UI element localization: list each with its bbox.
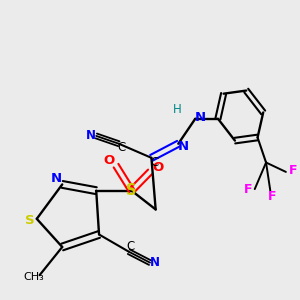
Text: O: O [103,154,115,167]
Text: CH₃: CH₃ [24,272,44,282]
Text: N: N [86,129,96,142]
Text: O: O [152,161,164,174]
Text: S: S [126,183,137,198]
Text: H: H [172,103,181,116]
Text: F: F [289,164,297,177]
Text: N: N [195,111,206,124]
Text: C: C [150,156,158,169]
Text: C: C [117,141,125,154]
Text: S: S [25,214,34,227]
Text: N: N [178,140,189,153]
Text: N: N [50,172,62,185]
Text: N: N [150,256,160,269]
Text: C: C [126,241,134,254]
Text: F: F [268,190,276,203]
Text: F: F [244,183,253,196]
